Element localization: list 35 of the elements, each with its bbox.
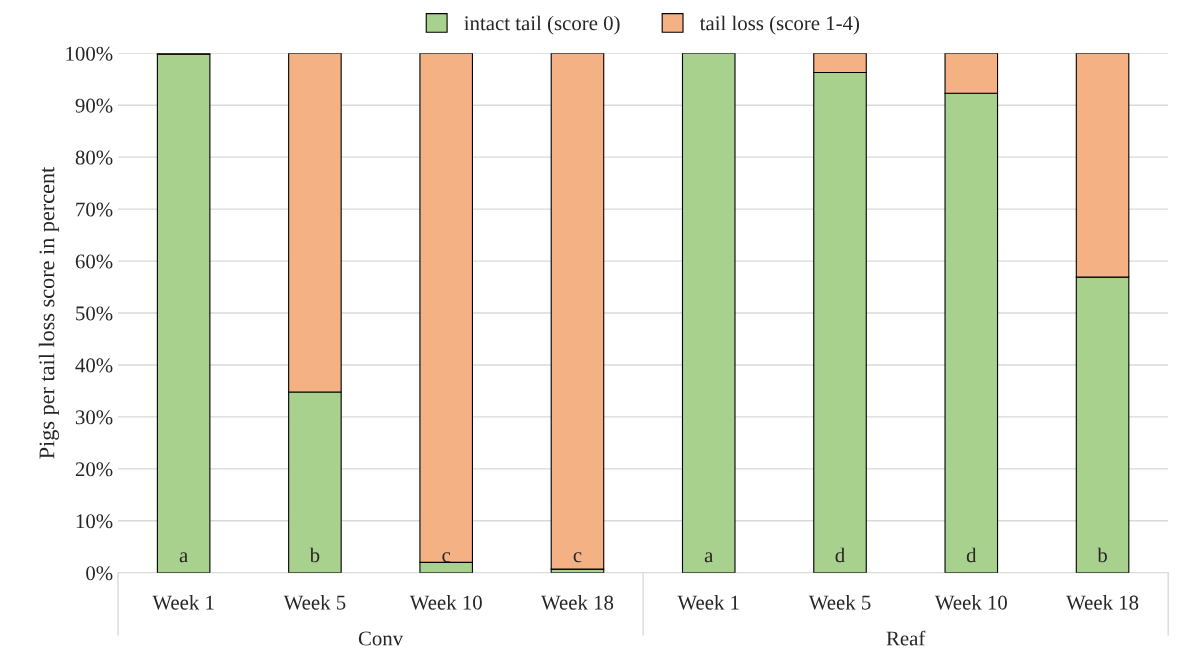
y-tick-label: 100% — [66, 46, 113, 61]
annotation: b — [309, 547, 320, 563]
annotation: a — [179, 552, 188, 563]
x-tick-label: Week 1 — [152, 594, 214, 610]
bar — [550, 53, 605, 570]
y-tick-label: 60% — [75, 254, 113, 269]
x-tick-label: Week 10 — [934, 594, 1007, 610]
y-tick-label: 0% — [86, 566, 113, 581]
x-tick-label: Week 10 — [409, 594, 482, 610]
y-tick-label: 20% — [75, 462, 113, 477]
bar — [681, 53, 736, 573]
bar — [156, 53, 211, 573]
y-tick-label: 30% — [75, 410, 113, 425]
y-tick-label: 50% — [76, 306, 113, 321]
y-tick-label: 70% — [76, 202, 113, 217]
y-tick-label: 80% — [75, 150, 113, 165]
annotation: b — [1097, 547, 1107, 563]
annotation: d — [835, 547, 845, 563]
x-tick-label: Week 5 — [283, 594, 346, 610]
text: Conv — [358, 631, 404, 646]
y-axis-title: Pigs per tail loss score in percent — [38, 166, 59, 459]
annotation: c — [442, 552, 451, 563]
annotation: c — [573, 552, 582, 563]
x-tick-label: Week 1 — [677, 594, 739, 610]
annotation: d — [966, 547, 977, 563]
x-tick-label: Week 18 — [541, 594, 614, 610]
legend-label: tail loss (score 1-4) — [699, 15, 860, 35]
x-tick-label: Week 5 — [808, 594, 871, 610]
y-tick-label: 40% — [75, 358, 113, 373]
text: Reaf — [886, 630, 926, 646]
annotation: a — [704, 552, 714, 563]
x-tick-label: Week 18 — [1066, 594, 1139, 610]
y-tick-label: 10% — [76, 514, 113, 529]
legend-label: intact tail (score 0) — [464, 15, 620, 35]
y-tick-label: 90% — [75, 98, 113, 113]
